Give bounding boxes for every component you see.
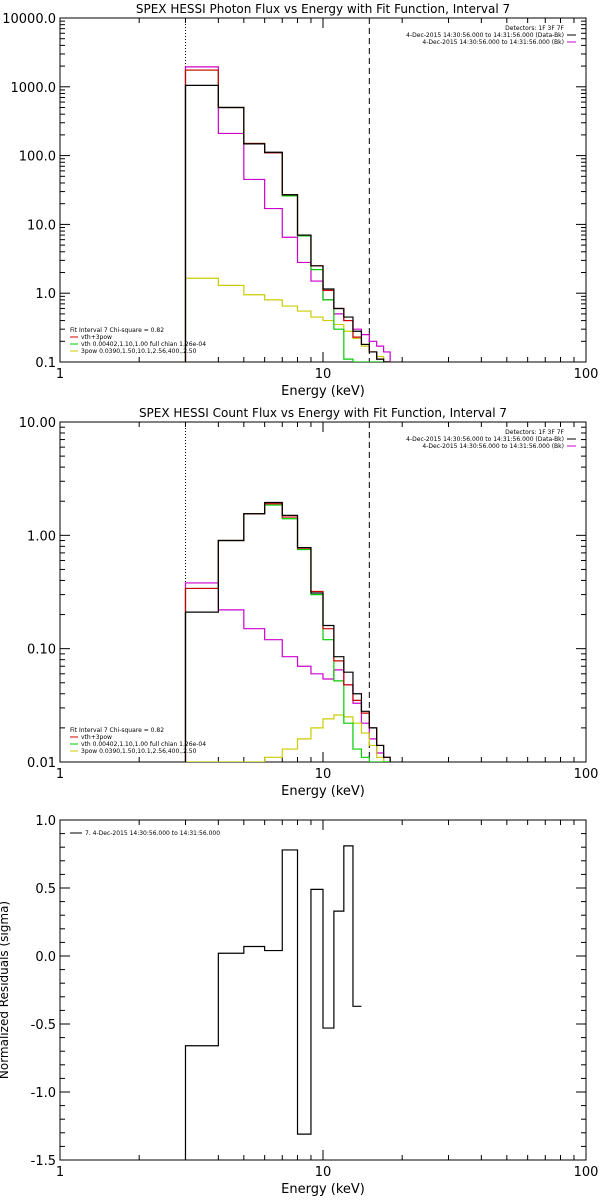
x-tick-label: 100 [574,767,599,782]
y-tick-label: 0.10 [27,643,56,658]
chart-title: SPEX HESSI Photon Flux vs Energy with Fi… [136,2,510,16]
info-text-line: 4-Dec-2015 14:30:56.000 to 14:31:56.000 … [406,436,564,443]
series-line-bk [184,582,391,762]
y-tick-label: 1000.0 [11,81,57,96]
series-group [184,845,362,1160]
x-tick-label: 1 [56,767,64,782]
series-line-bk [184,66,391,362]
y-axis-label: Normalized Residuals (sigma) [0,901,11,1079]
x-tick-label: 100 [574,1165,599,1180]
chart-panel-1: SPEX HESSI Photon Flux vs Energy with Fi… [2,2,598,399]
fit-text-line: vth+3pow [81,334,112,341]
y-tick-label: 1.0 [35,287,56,302]
series-line-data [184,84,391,362]
y-tick-label: 0.5 [35,882,56,897]
chart-panel-2: SPEX HESSI Count Flux vs Energy with Fit… [19,406,599,799]
x-tick-label: 10 [315,1165,332,1180]
fit-text-line: vth 0.00402,1.10,1.00 full chian 1.26e-0… [81,741,206,748]
x-tick-label: 10 [315,367,332,382]
series-line-pow [184,277,391,362]
info-text-line: Detectors: 1F 3F 7F [505,25,564,32]
fit-text-line: Fit Interval 7 Chi-square = 0.82 [70,327,164,334]
legend-entry: 7. 4-Dec-2015 14:30:56.000 to 14:31:56.0… [85,830,220,837]
fit-text-line: vth 0.00402,1.10,1.00 full chian 1.26e-0… [81,341,206,348]
y-tick-label: -1.0 [31,1086,56,1101]
info-text-line: 4-Dec-2015 14:30:56.000 to 14:31:56.000 … [406,32,564,39]
plot-frame [59,17,587,363]
info-text-line: Detectors: 1F 3F 7F [505,429,564,436]
fit-text-line: 3pow 0.0390,1.50,10.1,2.56,400.,2.50 [81,748,197,755]
chart-panel-3: 1 10 100 Energy (keV) -1.5 -1.0 -0.5 0.0 0.5 1.0 N… [0,814,598,1197]
y-tick-label: 10.0 [27,218,56,233]
info-text-line: 4-Dec-2015 14:30:56.000 to 14:31:56.000 … [422,443,564,450]
y-tick-label: 100.0 [19,150,56,165]
series-line-resid [184,845,362,1160]
x-tick-label: 10 [315,767,332,782]
y-tick-label: 1.0 [35,814,56,829]
info-text-line: 4-Dec-2015 14:30:56.000 to 14:31:56.000 … [422,39,564,46]
y-tick-label: 10.00 [19,416,56,431]
fit-text-line: 3pow 0.0390,1.50,10.1,2.56,400.,2.50 [81,348,197,355]
chart-title: SPEX HESSI Count Flux vs Energy with Fit… [139,406,507,420]
y-tick-label: -0.5 [31,1018,56,1033]
series-group [184,501,391,762]
x-tick-label: 100 [574,367,599,382]
y-tick-label: 1.00 [27,529,56,544]
x-axis-label: Energy (keV) [281,784,365,799]
x-tick-label: 1 [56,1165,64,1180]
series-line-pow [185,714,391,762]
series-line-total [184,69,391,362]
fit-text-line: Fit Interval 7 Chi-square = 0.82 [70,727,164,734]
y-tick-label: -1.5 [31,1154,56,1169]
x-axis-label: Energy (keV) [281,384,365,399]
y-tick-label: 10000.0 [2,12,56,27]
series-group [184,66,391,362]
y-tick-label: 0.1 [35,356,56,371]
fit-text-line: vth+3pow [81,734,112,741]
series-line-data [184,501,391,762]
x-tick-label: 1 [56,367,64,382]
y-tick-label: 0.0 [35,950,56,965]
series-line-vth [184,69,391,362]
x-axis-label: Energy (keV) [281,1182,365,1197]
y-tick-label: 0.01 [27,756,56,771]
